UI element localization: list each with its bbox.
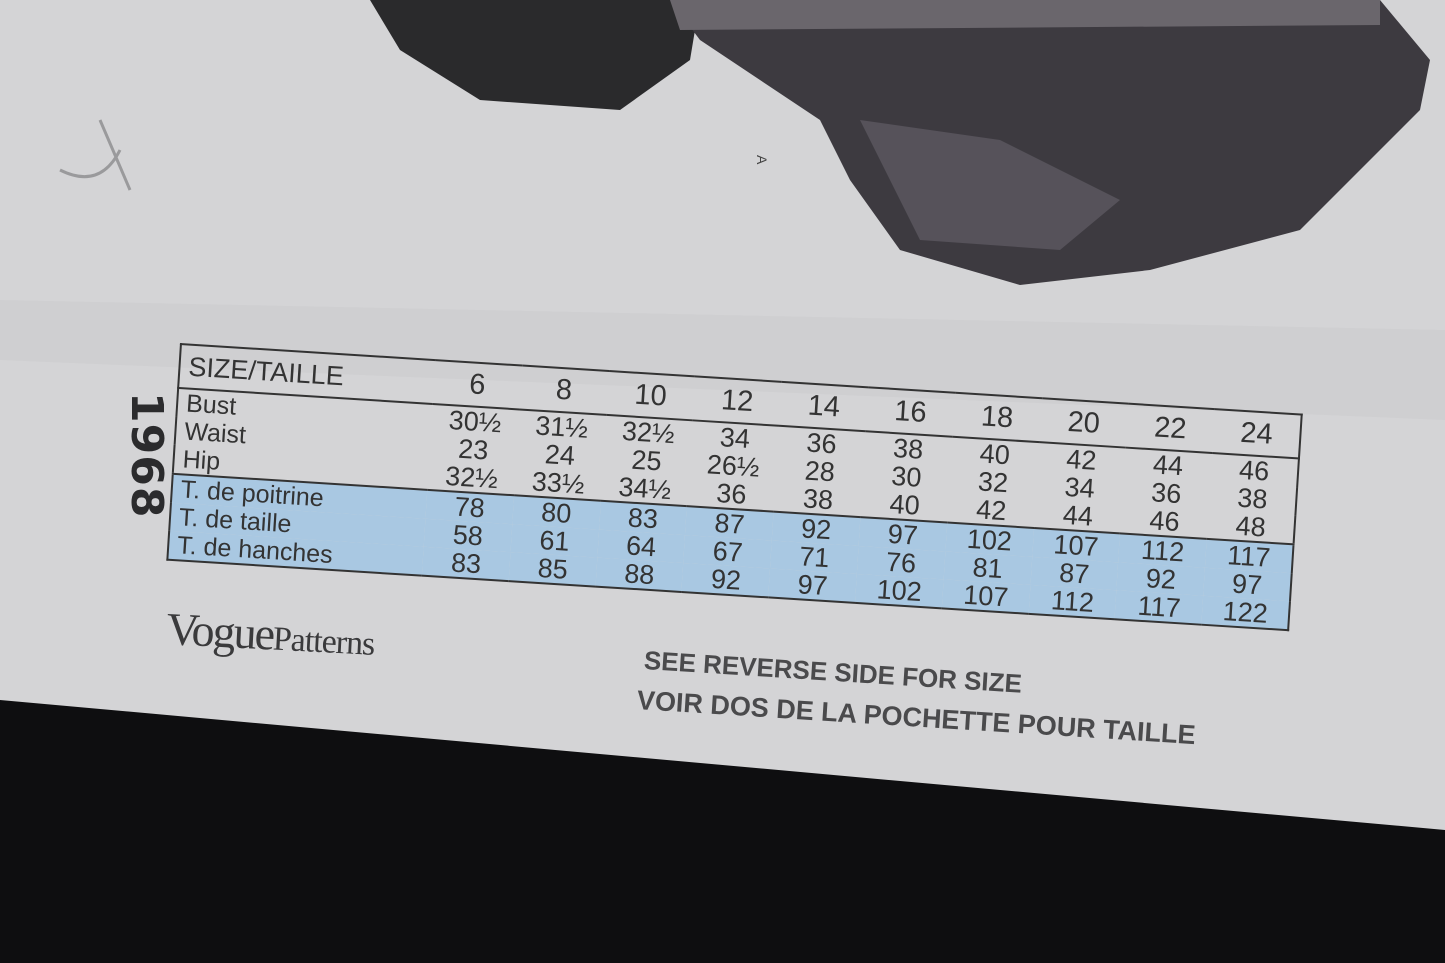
- size-16: 16: [865, 387, 956, 437]
- measurement-cell: 83: [421, 546, 511, 582]
- measurement-cell: 92: [681, 563, 771, 598]
- measurement-cell: 107: [941, 579, 1031, 614]
- illustration-sleeve: [860, 120, 1120, 250]
- measurement-cell: 102: [854, 573, 944, 609]
- illustration-hair: [370, 0, 700, 110]
- measurement-cell: 88: [595, 557, 684, 592]
- size-8: 8: [519, 365, 609, 415]
- illustration-belt: [670, 0, 1380, 30]
- paper-fold-shadow: [0, 300, 1445, 420]
- pattern-number: 1968: [121, 392, 172, 519]
- table-surface: [0, 700, 1445, 963]
- illustration-jacket: [670, 0, 1430, 285]
- measurement-cell: 122: [1201, 595, 1290, 631]
- size-14: 14: [779, 381, 869, 432]
- measurement-cell: 85: [508, 552, 597, 587]
- measurement-cell: 112: [1028, 584, 1117, 620]
- size-20: 20: [1039, 398, 1129, 448]
- view-marker: A: [754, 155, 770, 165]
- size-18: 18: [952, 392, 1042, 443]
- vogue-patterns-logo: VoguePatterns: [165, 602, 376, 663]
- illustration-sketch: [59, 119, 132, 191]
- measurement-cell: 117: [1114, 590, 1204, 625]
- size-10: 10: [605, 370, 696, 421]
- measurement-cell: 97: [768, 568, 857, 603]
- size-12: 12: [692, 376, 782, 426]
- size-6: 6: [432, 360, 523, 410]
- size-22: 22: [1125, 403, 1216, 454]
- size-24: 24: [1212, 409, 1302, 459]
